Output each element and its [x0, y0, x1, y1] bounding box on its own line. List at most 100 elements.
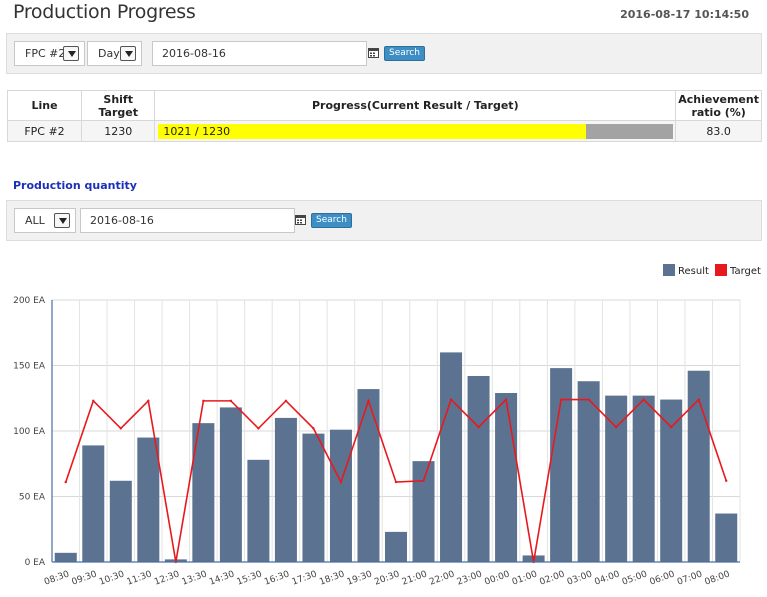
result-bar[interactable] [660, 399, 683, 562]
legend-label-result[interactable]: Result [678, 266, 709, 277]
result-bar[interactable] [495, 393, 518, 562]
result-bar[interactable] [329, 429, 352, 562]
x-tick-label: 09:30 [71, 569, 99, 587]
page-title: Production Progress [13, 1, 196, 23]
table-row: FPC #2 1230 1021 / 1230 83.0 [6, 120, 762, 142]
column-header-line: Line [6, 90, 83, 121]
target-point[interactable] [725, 479, 728, 482]
target-point[interactable] [119, 427, 123, 430]
result-bar[interactable] [54, 552, 77, 562]
result-bar[interactable] [577, 381, 600, 562]
target-point[interactable] [312, 427, 315, 430]
target-point[interactable] [477, 425, 480, 429]
y-tick-label: 100 EA [13, 427, 46, 437]
result-bar[interactable] [109, 480, 132, 562]
production-quantity-chart: Result Target 0 EA 50 EA 100 EA 150 EA 200 EA… [13, 264, 761, 588]
date-input[interactable] [80, 208, 295, 233]
target-point[interactable] [64, 480, 67, 484]
target-point[interactable] [559, 398, 563, 401]
target-point[interactable] [504, 398, 508, 401]
line-select[interactable]: FPC #2 [14, 41, 85, 66]
legend-swatch-result [663, 264, 675, 276]
x-tick-label: 07:00 [676, 569, 704, 587]
result-bar[interactable] [274, 417, 297, 562]
progress-table: Line Shift Target Progress(Current Resul… [6, 90, 762, 142]
result-bar[interactable] [357, 389, 380, 562]
x-tick-label: 01:00 [511, 569, 539, 587]
progress-bar: 1021 / 1230 [158, 123, 674, 139]
column-header-shift-target: Shift Target [81, 90, 156, 121]
cell-progress: 1021 / 1230 [154, 120, 677, 142]
search-button[interactable]: Search [384, 46, 425, 61]
result-bar[interactable] [715, 513, 738, 562]
x-tick-label: 12:30 [153, 569, 181, 587]
x-tick-label: 14:30 [208, 569, 236, 587]
result-bar[interactable] [605, 395, 628, 562]
target-point[interactable] [394, 480, 398, 484]
x-tick-label: 10:30 [98, 569, 126, 587]
x-tick-label: 00:00 [483, 569, 511, 587]
target-point[interactable] [147, 399, 150, 403]
period-select-value: Day [98, 47, 120, 60]
production-filter-bar: FPC #2 Day Search [6, 33, 762, 74]
column-header-achievement: Achievement ratio (%) [675, 90, 762, 121]
legend-label-target[interactable]: Target [729, 266, 761, 277]
x-tick-label: 08:00 [703, 569, 731, 587]
x-tick-label: 23:00 [456, 569, 484, 587]
chevron-down-icon[interactable] [63, 46, 79, 61]
x-tick-label: 16:30 [263, 569, 291, 587]
target-point[interactable] [202, 399, 205, 403]
result-bars [54, 352, 738, 562]
scope-select-value: ALL [25, 214, 45, 227]
result-bar[interactable] [467, 375, 490, 562]
chevron-down-icon[interactable] [120, 46, 136, 61]
result-bar[interactable] [82, 445, 105, 562]
cell-line: FPC #2 [6, 120, 83, 142]
result-bar[interactable] [412, 461, 435, 562]
x-tick-label: 11:30 [126, 569, 154, 587]
result-bar[interactable] [137, 437, 160, 562]
result-bar[interactable] [440, 352, 463, 562]
scope-select[interactable]: ALL [14, 208, 76, 233]
target-point[interactable] [257, 427, 260, 430]
target-point[interactable] [614, 425, 618, 429]
x-tick-label: 04:00 [593, 569, 621, 587]
calendar-icon[interactable] [295, 214, 306, 225]
calendar-icon[interactable] [368, 47, 379, 58]
target-point[interactable] [670, 425, 673, 429]
line-select-value: FPC #2 [25, 47, 66, 60]
target-point[interactable] [449, 398, 453, 401]
legend-swatch-target [715, 264, 727, 276]
x-tick-label: 05:00 [621, 569, 649, 587]
achievement-header-line-1: Achievement [678, 92, 759, 106]
x-tick-label: 19:30 [346, 569, 374, 587]
result-bar[interactable] [192, 423, 215, 562]
result-bar[interactable] [632, 395, 655, 562]
target-point[interactable] [697, 398, 700, 401]
result-bar[interactable] [687, 370, 710, 562]
target-point[interactable] [642, 398, 645, 401]
result-bar[interactable] [302, 433, 325, 562]
result-bar[interactable] [550, 368, 573, 562]
target-point[interactable] [339, 480, 343, 484]
date-input[interactable] [152, 41, 367, 66]
result-bar[interactable] [247, 459, 270, 562]
x-tick-label: 15:30 [236, 569, 264, 587]
current-datetime: 2016-08-17 10:14:50 [620, 8, 749, 21]
target-point[interactable] [229, 399, 233, 403]
result-bar[interactable] [384, 531, 408, 562]
achievement-header-line-2: ratio (%) [691, 105, 746, 119]
y-tick-label: 150 EA [13, 362, 46, 372]
target-point[interactable] [92, 399, 95, 403]
x-tick-label: 06:00 [648, 569, 676, 587]
quantity-filter-bar: ALL Search [6, 200, 762, 241]
search-button[interactable]: Search [311, 213, 352, 228]
result-bar[interactable] [219, 407, 242, 562]
chevron-down-icon[interactable] [54, 213, 70, 228]
target-point[interactable] [422, 479, 425, 482]
period-select[interactable]: Day [87, 41, 142, 66]
target-point[interactable] [367, 399, 370, 403]
target-point[interactable] [284, 399, 288, 403]
y-tick-label: 0 EA [25, 558, 46, 568]
target-point[interactable] [587, 398, 590, 401]
